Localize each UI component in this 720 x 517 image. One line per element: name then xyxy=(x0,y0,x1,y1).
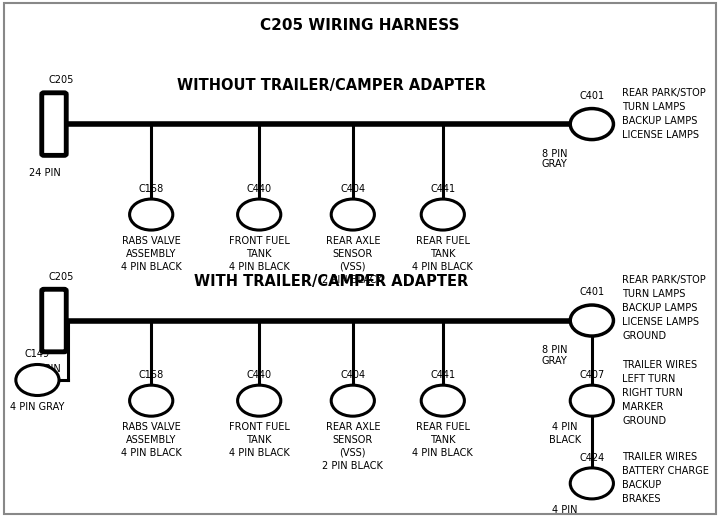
Circle shape xyxy=(130,385,173,416)
Text: C404: C404 xyxy=(341,370,365,380)
Text: FRONT FUEL
TANK
4 PIN BLACK: FRONT FUEL TANK 4 PIN BLACK xyxy=(229,422,289,458)
Text: TRAILER WIRES
BATTERY CHARGE
BACKUP
BRAKES: TRAILER WIRES BATTERY CHARGE BACKUP BRAK… xyxy=(622,452,709,504)
Circle shape xyxy=(570,109,613,140)
Text: C440: C440 xyxy=(247,370,271,380)
Circle shape xyxy=(130,199,173,230)
Text: RABS VALVE
ASSEMBLY
4 PIN BLACK: RABS VALVE ASSEMBLY 4 PIN BLACK xyxy=(121,422,181,458)
Text: TRAILER WIRES
LEFT TURN
RIGHT TURN
MARKER
GROUND: TRAILER WIRES LEFT TURN RIGHT TURN MARKE… xyxy=(622,360,697,426)
Text: C424: C424 xyxy=(579,453,605,463)
Circle shape xyxy=(16,364,59,396)
Text: WITHOUT TRAILER/CAMPER ADAPTER: WITHOUT TRAILER/CAMPER ADAPTER xyxy=(177,78,485,93)
Text: 4 PIN
BLACK: 4 PIN BLACK xyxy=(549,422,581,445)
Text: REAR PARK/STOP
TURN LAMPS
BACKUP LAMPS
LICENSE LAMPS
GROUND: REAR PARK/STOP TURN LAMPS BACKUP LAMPS L… xyxy=(622,275,706,341)
Text: 4 PIN GRAY: 4 PIN GRAY xyxy=(10,402,65,412)
Text: REAR AXLE
SENSOR
(VSS)
2 PIN BLACK: REAR AXLE SENSOR (VSS) 2 PIN BLACK xyxy=(323,236,383,285)
Text: 8 PIN: 8 PIN xyxy=(541,149,567,159)
Text: GRAY: GRAY xyxy=(541,356,567,366)
Text: C205: C205 xyxy=(48,272,74,282)
Text: FRONT FUEL
TANK
4 PIN BLACK: FRONT FUEL TANK 4 PIN BLACK xyxy=(229,236,289,272)
Circle shape xyxy=(238,199,281,230)
FancyBboxPatch shape xyxy=(42,290,66,352)
Text: C401: C401 xyxy=(580,287,604,297)
Text: 24 PIN: 24 PIN xyxy=(30,364,61,374)
Text: C404: C404 xyxy=(341,184,365,194)
Text: C401: C401 xyxy=(580,91,604,101)
Text: C205 WIRING HARNESS: C205 WIRING HARNESS xyxy=(260,18,460,33)
Text: C441: C441 xyxy=(431,184,455,194)
Text: C440: C440 xyxy=(247,184,271,194)
Text: 8 PIN: 8 PIN xyxy=(541,345,567,355)
Text: C158: C158 xyxy=(138,370,164,380)
Circle shape xyxy=(331,199,374,230)
Text: C205: C205 xyxy=(48,75,74,85)
Text: REAR FUEL
TANK
4 PIN BLACK: REAR FUEL TANK 4 PIN BLACK xyxy=(413,236,473,272)
Circle shape xyxy=(238,385,281,416)
Text: C407: C407 xyxy=(579,370,605,380)
Circle shape xyxy=(421,199,464,230)
Text: REAR AXLE
SENSOR
(VSS)
2 PIN BLACK: REAR AXLE SENSOR (VSS) 2 PIN BLACK xyxy=(323,422,383,471)
Text: 4 PIN
GRAY: 4 PIN GRAY xyxy=(552,505,578,517)
Circle shape xyxy=(570,385,613,416)
Text: GRAY: GRAY xyxy=(541,159,567,169)
Circle shape xyxy=(331,385,374,416)
Circle shape xyxy=(421,385,464,416)
Text: RABS VALVE
ASSEMBLY
4 PIN BLACK: RABS VALVE ASSEMBLY 4 PIN BLACK xyxy=(121,236,181,272)
Text: REAR FUEL
TANK
4 PIN BLACK: REAR FUEL TANK 4 PIN BLACK xyxy=(413,422,473,458)
Circle shape xyxy=(570,468,613,499)
Text: WITH TRAILER/CAMPER ADAPTER: WITH TRAILER/CAMPER ADAPTER xyxy=(194,274,468,290)
Text: REAR PARK/STOP
TURN LAMPS
BACKUP LAMPS
LICENSE LAMPS: REAR PARK/STOP TURN LAMPS BACKUP LAMPS L… xyxy=(622,88,706,140)
Circle shape xyxy=(570,305,613,336)
Text: C149: C149 xyxy=(25,349,50,359)
FancyBboxPatch shape xyxy=(42,93,66,155)
Text: 24 PIN: 24 PIN xyxy=(30,168,61,178)
Text: C158: C158 xyxy=(138,184,164,194)
Text: C441: C441 xyxy=(431,370,455,380)
